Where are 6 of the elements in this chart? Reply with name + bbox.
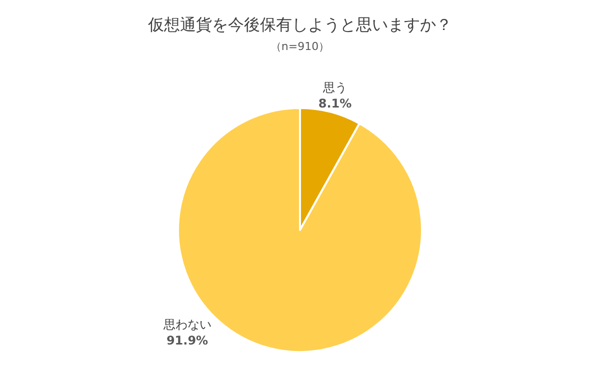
slice-label: 思わない [162,318,212,332]
chart-title: 仮想通貨を今後保有しようと思いますか？ [147,15,452,34]
data-label: 8.1% [318,96,352,110]
data-label: 91.9% [166,334,208,348]
slice-label: 思う [322,80,348,94]
chart-subtitle: （n=910） [270,40,330,53]
